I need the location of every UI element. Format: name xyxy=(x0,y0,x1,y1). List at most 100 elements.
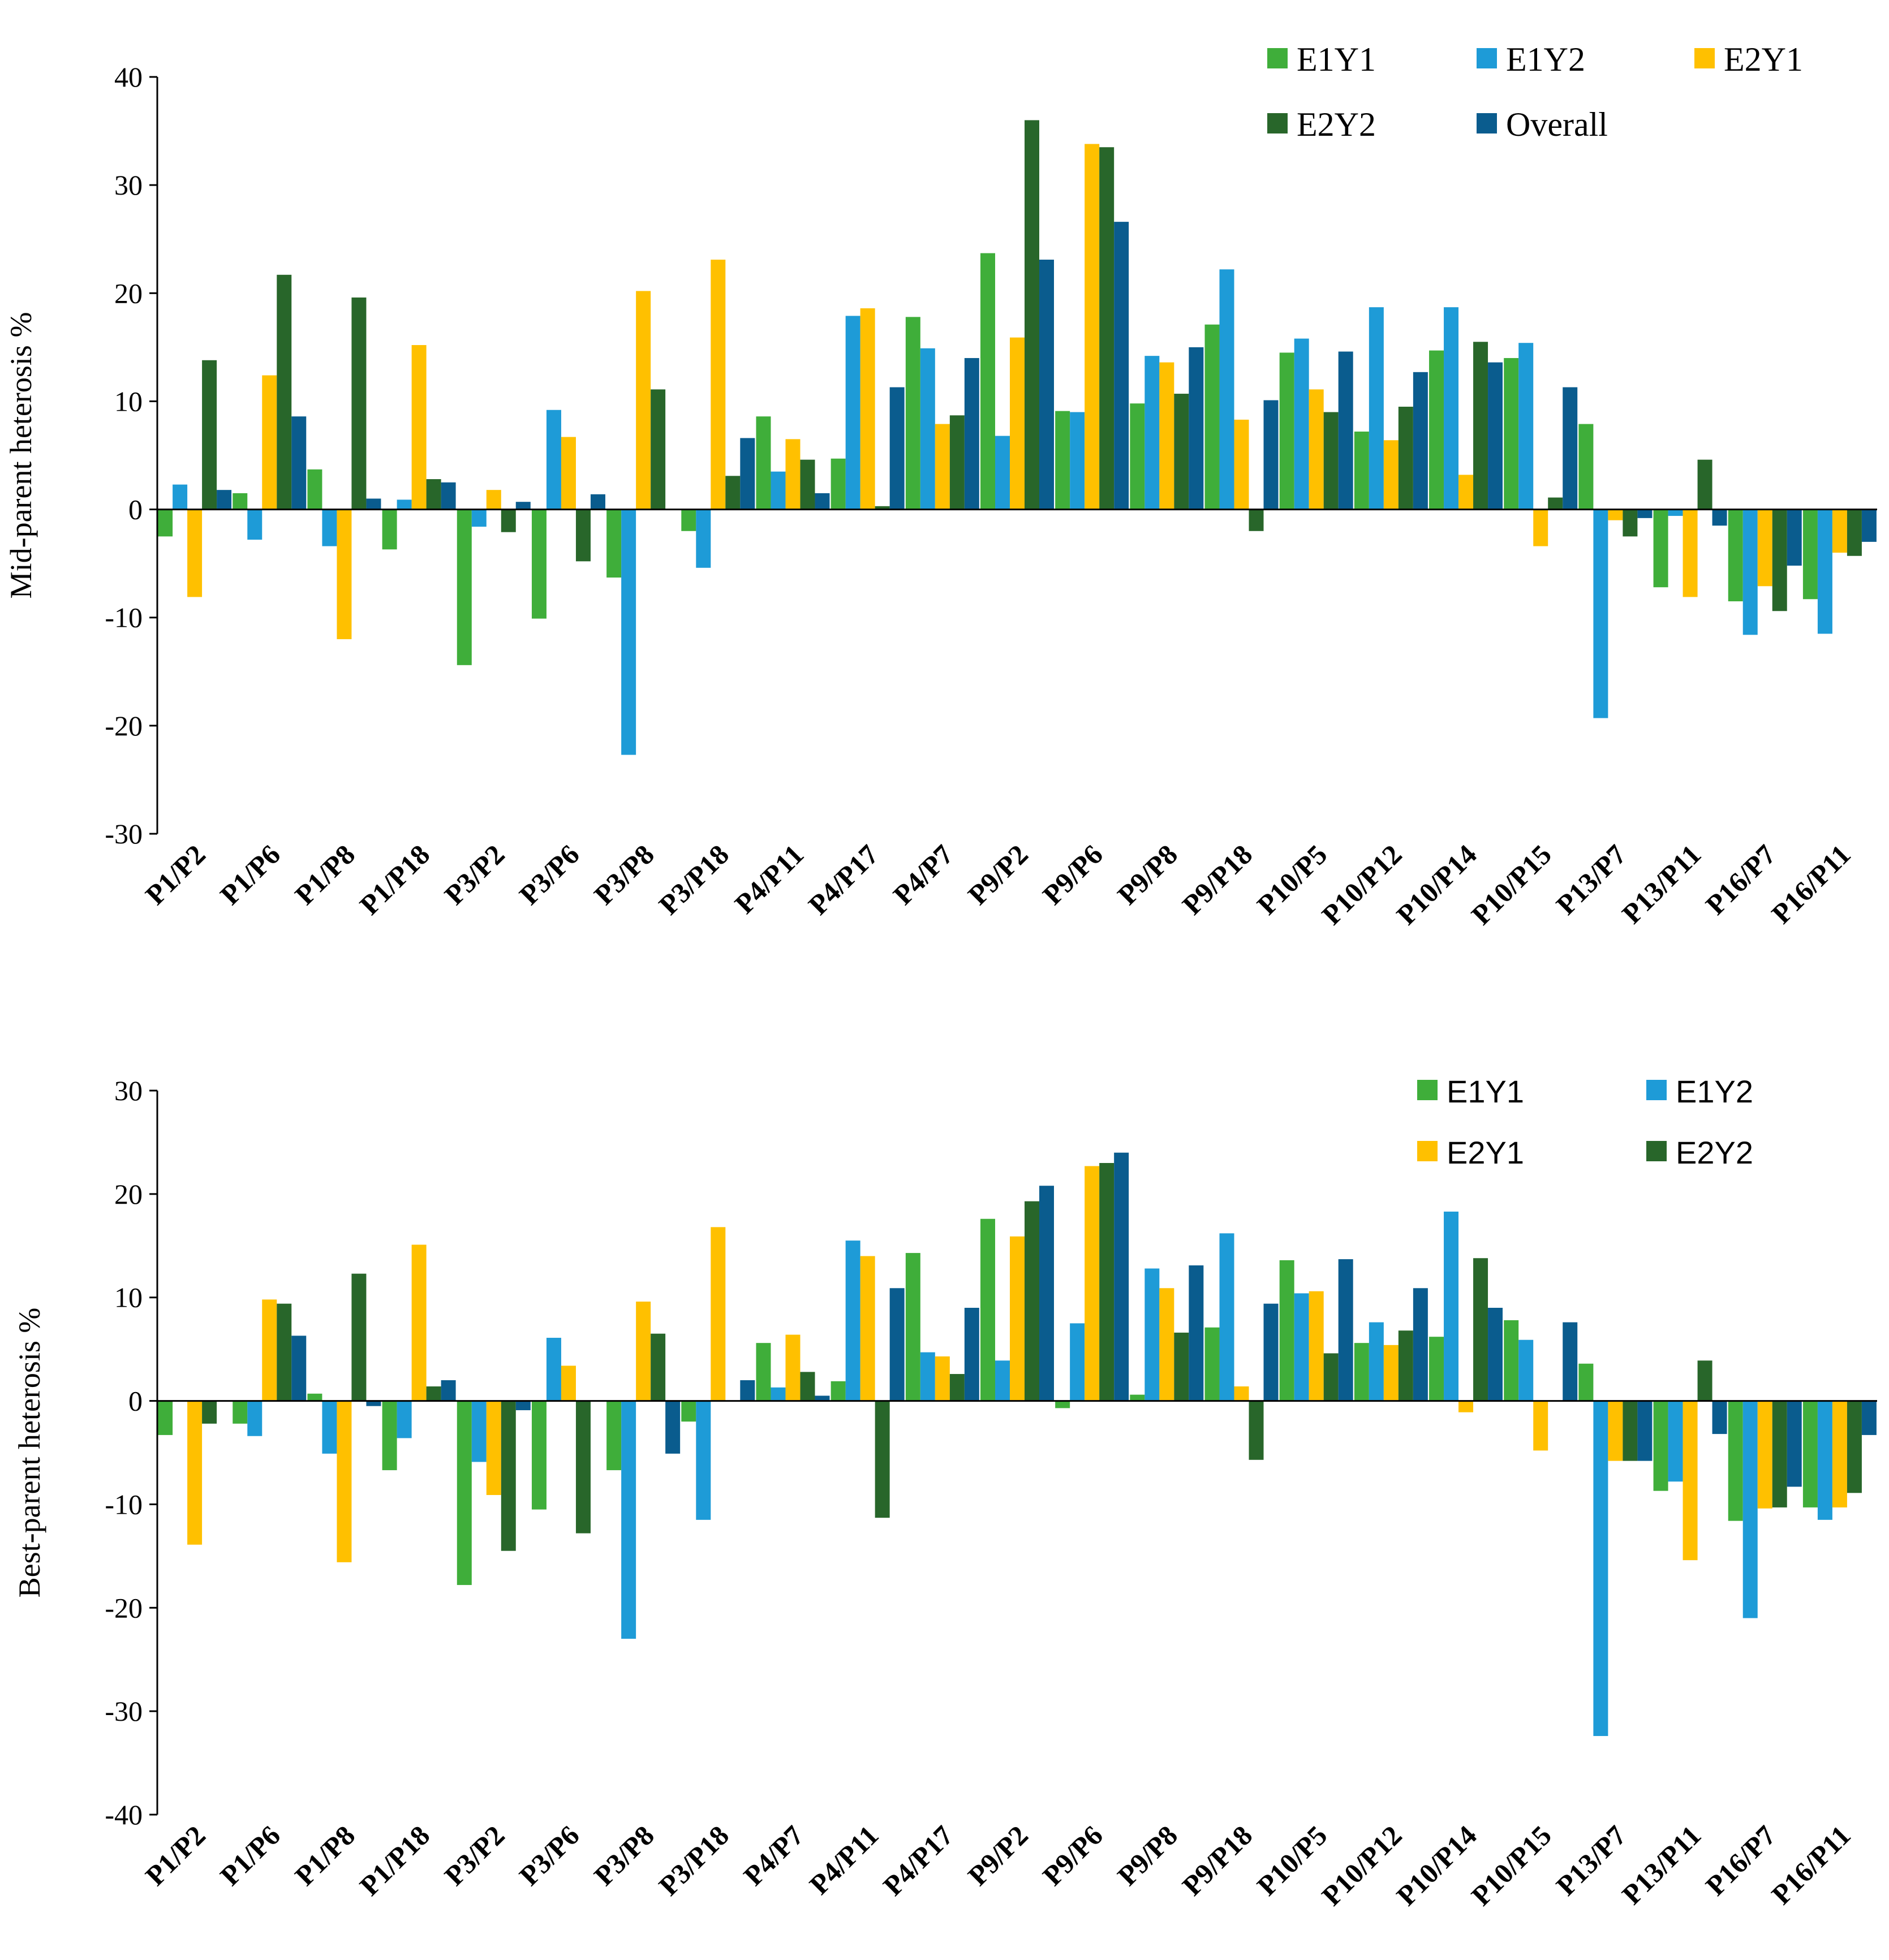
bar-e1y2-p3-p8 xyxy=(621,509,636,755)
bar-e1y1-p16-p7 xyxy=(1728,1401,1743,1521)
legend-swatch-e1y1 xyxy=(1417,1080,1438,1100)
bar-e1y1-p9-p8 xyxy=(1130,1394,1145,1401)
bar-e1y2-p3-p6 xyxy=(546,410,561,510)
bar-e1y2-p13-p11 xyxy=(1668,1401,1683,1482)
bar-e1y1-p9-p6 xyxy=(1055,1401,1070,1408)
bar-e1y1-p1-p6 xyxy=(233,493,248,510)
bar-e2y2-p9-p18 xyxy=(1249,1401,1264,1460)
x-tick-label-p9-p8: P9/P8 xyxy=(1111,838,1184,911)
bar-e1y1-p4-p11 xyxy=(756,416,771,510)
bars xyxy=(158,1152,1877,1737)
bar-e2y1-p13-p7 xyxy=(1608,509,1623,520)
bar-e2y2-p1-p8 xyxy=(351,297,367,510)
bar-overall-p9-p6 xyxy=(1114,1152,1129,1401)
bar-e1y2-p10-p12 xyxy=(1369,307,1384,510)
legend-swatch-e2y1 xyxy=(1417,1141,1438,1161)
bar-e2y1-p9-p8 xyxy=(1159,362,1174,510)
bar-e2y1-p10-p15 xyxy=(1533,509,1548,546)
bar-e2y1-p3-p2 xyxy=(486,1401,501,1495)
bar-e2y1-p1-p2 xyxy=(187,509,203,597)
bar-e1y1-p10-p12 xyxy=(1354,431,1369,510)
bar-e2y2-p10-p14 xyxy=(1473,342,1488,510)
bar-overall-p1-p18 xyxy=(441,482,456,510)
bar-e1y2-p16-p11 xyxy=(1817,1401,1832,1520)
bar-e2y1-p10-p5 xyxy=(1309,389,1324,510)
bar-e2y1-p1-p8 xyxy=(337,1401,352,1562)
bar-e1y2-p9-p8 xyxy=(1144,1268,1160,1401)
bar-e1y2-p13-p7 xyxy=(1593,1401,1608,1737)
bar-e2y2-p1-p2 xyxy=(202,1401,217,1424)
x-tick-label-p4-p11: P4/P11 xyxy=(803,1819,885,1901)
bar-e1y1-p3-p18 xyxy=(681,509,696,531)
bar-overall-p10-p5 xyxy=(1338,1259,1353,1401)
bar-e2y1-p9-p6 xyxy=(1085,144,1100,510)
bar-e1y1-p1-p2 xyxy=(158,1401,173,1435)
x-tick-label-p10-p12: P10/P12 xyxy=(1315,1819,1408,1911)
x-tick-label-p4-p7: P4/P7 xyxy=(887,838,959,911)
bar-overall-p4-p11 xyxy=(815,493,830,510)
bar-e1y1-p16-p11 xyxy=(1802,509,1818,600)
bar-overall-p16-p11 xyxy=(1861,1401,1877,1435)
y-tick-label: 40 xyxy=(114,61,143,93)
bar-e2y2-p9-p8 xyxy=(1174,394,1189,510)
bar-e2y2-p13-p7 xyxy=(1623,509,1638,537)
bar-e2y1-p16-p7 xyxy=(1757,1401,1772,1509)
bar-e1y1-p9-p6 xyxy=(1055,411,1070,510)
bar-e2y1-p10-p12 xyxy=(1383,1345,1399,1401)
bar-overall-p3-p18 xyxy=(740,1380,755,1401)
legend: E1Y1 E1Y2 E2Y1 E2Y2 Overall xyxy=(1267,41,1803,143)
legend-label-e1y1: E1Y1 xyxy=(1297,41,1376,78)
bar-overall-p16-p7 xyxy=(1787,509,1802,566)
bar-e2y2-p1-p18 xyxy=(426,1386,441,1401)
y-tick-label: 10 xyxy=(114,1282,143,1313)
bar-e2y2-p9-p18 xyxy=(1249,509,1264,531)
bar-e2y1-p3-p6 xyxy=(561,1365,576,1401)
bar-e1y2-p3-p2 xyxy=(471,509,487,527)
bar-e1y1-p9-p18 xyxy=(1204,324,1220,510)
bar-e1y2-p10-p15 xyxy=(1518,1339,1534,1401)
bar-e2y1-p10-p15 xyxy=(1533,1401,1548,1451)
bar-e2y1-p9-p6 xyxy=(1085,1166,1100,1401)
bar-e1y2-p1-p18 xyxy=(397,1401,412,1438)
bar-overall-p3-p6 xyxy=(590,494,605,510)
bar-e1y1-p3-p6 xyxy=(531,509,547,619)
bar-e2y1-p9-p2 xyxy=(1010,337,1025,510)
bar-e1y1-p1-p8 xyxy=(307,1393,322,1401)
bar-overall-p1-p6 xyxy=(291,416,307,510)
bar-overall-p1-p2 xyxy=(217,490,232,510)
bar-e1y1-p10-p15 xyxy=(1504,357,1519,510)
bar-e2y2-p4-p7 xyxy=(949,415,965,510)
bar-e2y2-p10-p12 xyxy=(1398,406,1413,510)
bar-e1y2-p9-p6 xyxy=(1070,412,1085,510)
bar-e1y1-p4-p17 xyxy=(905,1253,920,1401)
bar-e1y2-p1-p6 xyxy=(247,509,263,540)
bar-e2y2-p3-p8 xyxy=(651,1333,666,1401)
bar-overall-p3-p2 xyxy=(515,1401,531,1411)
x-tick-label-p16-p11: P16/P11 xyxy=(1765,838,1856,929)
bar-e2y2-p3-p2 xyxy=(501,509,516,532)
bar-e1y2-p4-p7 xyxy=(771,1387,786,1401)
legend-swatch-e1y1 xyxy=(1267,48,1288,68)
bar-e2y1-p4-p7 xyxy=(785,1334,801,1401)
bar-e2y1-p4-p11 xyxy=(785,439,801,510)
bar-e1y1-p10-p14 xyxy=(1429,1337,1444,1401)
x-tick-label-p1-p2: P1/P2 xyxy=(139,1819,212,1892)
bar-overall-p9-p18 xyxy=(1263,400,1279,510)
y-tick-label: 0 xyxy=(128,494,143,525)
bar-e2y1-p1-p8 xyxy=(337,509,352,639)
bar-overall-p10-p15 xyxy=(1563,387,1578,510)
x-tick-label-p13-p11: P13/P11 xyxy=(1616,1819,1707,1910)
bar-e1y2-p1-p8 xyxy=(322,1401,337,1454)
bar-e2y1-p4-p17 xyxy=(935,1356,950,1401)
bar-e2y2-p4-p11 xyxy=(800,459,815,510)
legend-swatch-overall xyxy=(1477,113,1497,133)
x-tick-label-p10-p14: P10/P14 xyxy=(1390,838,1482,931)
bar-overall-p1-p8 xyxy=(366,1401,381,1406)
bar-overall-p10-p14 xyxy=(1488,1308,1503,1401)
bar-e2y2-p9-p2 xyxy=(1025,120,1039,510)
bar-e1y2-p10-p14 xyxy=(1444,1211,1459,1401)
bar-e2y1-p1-p6 xyxy=(262,375,277,510)
y-axis-title: Mid-parent heterosis % xyxy=(4,312,38,599)
bar-e2y1-p10-p14 xyxy=(1458,1401,1474,1412)
legend-swatch-e1y2 xyxy=(1646,1080,1667,1100)
